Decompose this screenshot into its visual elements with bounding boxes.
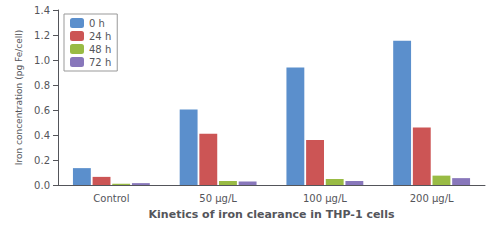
svg-text:72 h: 72 h: [89, 57, 111, 68]
svg-text:0.0: 0.0: [34, 180, 50, 191]
svg-text:200 μg/L: 200 μg/L: [410, 193, 454, 204]
svg-text:0.4: 0.4: [34, 130, 50, 141]
svg-text:48 h: 48 h: [89, 44, 111, 55]
svg-text:1.2: 1.2: [34, 30, 50, 41]
svg-text:1.0: 1.0: [34, 55, 50, 66]
svg-text:50 μg/L: 50 μg/L: [199, 193, 237, 204]
svg-text:Control: Control: [93, 193, 129, 204]
svg-text:0.2: 0.2: [34, 155, 50, 166]
svg-text:Iron concentration (pg Fe/cell: Iron concentration (pg Fe/cell): [14, 30, 24, 165]
svg-text:Kinetics of iron clearance in: Kinetics of iron clearance in THP-1 cell…: [149, 208, 395, 221]
svg-text:0.6: 0.6: [34, 105, 50, 116]
svg-text:0.8: 0.8: [34, 80, 50, 91]
svg-text:24 h: 24 h: [89, 31, 111, 42]
svg-text:100 μg/L: 100 μg/L: [303, 193, 347, 204]
svg-text:1.4: 1.4: [34, 5, 50, 16]
svg-text:0 h: 0 h: [89, 18, 105, 29]
